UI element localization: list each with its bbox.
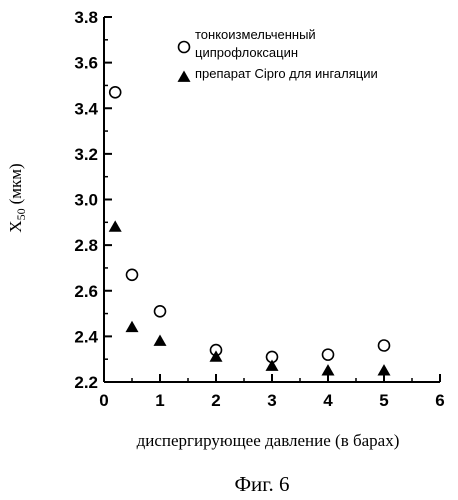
- data-point-triangle: [322, 364, 335, 375]
- y-tick-label: 2.4: [74, 327, 98, 346]
- legend-label: тонкоизмельченный: [195, 27, 316, 42]
- data-points: [109, 87, 391, 376]
- legend-triangle-marker: [178, 71, 191, 82]
- x-tick-label: 3: [267, 391, 276, 410]
- data-point-triangle: [378, 364, 391, 375]
- x-tick-label: 5: [379, 391, 388, 410]
- y-tick-label: 2.2: [74, 373, 98, 392]
- y-tick-label: 2.8: [74, 236, 98, 255]
- y-tick-label: 2.6: [74, 282, 98, 301]
- y-axis-label: X50(мкм): [6, 163, 28, 232]
- x-tick-label: 4: [323, 391, 333, 410]
- y-tick-label: 3.8: [74, 8, 98, 27]
- x-axis-ticks: 0 1 2 3 4 5 6: [99, 374, 444, 410]
- x-tick-label: 6: [435, 391, 444, 410]
- x-tick-label: 0: [99, 391, 108, 410]
- x-tick-label: 2: [211, 391, 220, 410]
- data-point-triangle: [126, 321, 139, 332]
- data-point-circle: [127, 269, 138, 280]
- y-tick-label: 3.2: [74, 145, 98, 164]
- x-tick-label: 1: [155, 391, 164, 410]
- data-point-triangle: [109, 220, 122, 231]
- y-tick-label: 3.6: [74, 54, 98, 73]
- legend-label: ципрофлоксацин: [195, 45, 298, 60]
- data-point-circle: [110, 87, 121, 98]
- legend-label: препарат Cipro для ингаляции: [195, 66, 378, 81]
- data-point-circle: [155, 306, 166, 317]
- y-axis-ticks: 2.2 2.4 2.6 2.8 3.0 3.2 3.4 3.6 3.8: [74, 8, 112, 392]
- data-point-circle: [323, 349, 334, 360]
- x-axis-label: диспергирующее давление (в барах): [137, 431, 400, 450]
- legend-circle-marker: [179, 42, 190, 53]
- figure-caption: Фиг. 6: [234, 472, 289, 496]
- data-point-circle: [379, 340, 390, 351]
- y-tick-label: 3.0: [74, 191, 98, 210]
- y-tick-label: 3.4: [74, 99, 98, 118]
- data-point-triangle: [154, 334, 167, 345]
- legend: тонкоизмельченный ципрофлоксацин препарат …: [178, 27, 378, 82]
